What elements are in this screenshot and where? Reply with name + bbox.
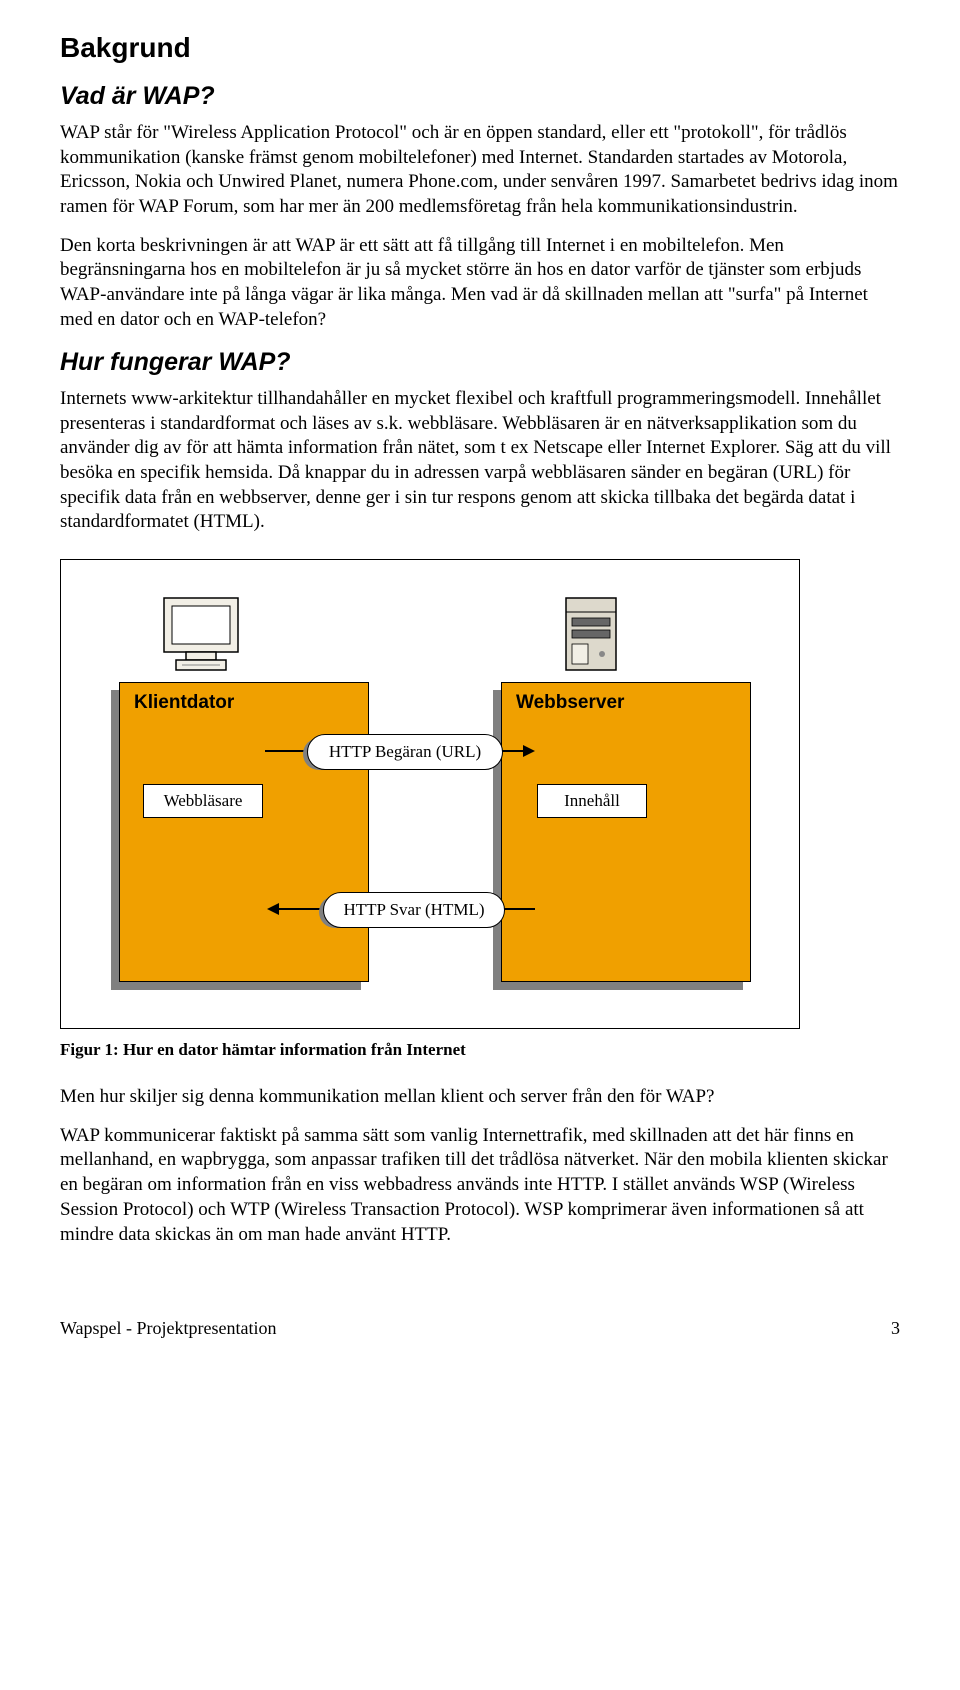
footer-title: Wapspel - Projektpresentation — [60, 1317, 277, 1340]
footer-page-number: 3 — [891, 1317, 900, 1340]
figure-caption: Figur 1: Hur en dator hämtar information… — [60, 1039, 900, 1061]
pill-request: HTTP Begäran (URL) — [307, 734, 503, 770]
panel-webbserver: Webbserver — [501, 682, 751, 982]
figure-1: Klientdator Webbläsare Webbserver Innehå… — [60, 559, 900, 1029]
heading-bakgrund: Bakgrund — [60, 30, 900, 66]
heading-hur-fungerar-wap: Hur fungerar WAP? — [60, 346, 900, 379]
arrow-request-head — [523, 745, 535, 757]
panel-klientdator: Klientdator — [119, 682, 369, 982]
heading-vad-ar-wap: Vad är WAP? — [60, 80, 900, 113]
box-innehall: Innehåll — [537, 784, 647, 818]
paragraph-intro-2: Den korta beskrivningen är att WAP är et… — [60, 234, 900, 333]
server-icon — [556, 590, 626, 680]
panel-title-klientdator: Klientdator — [120, 683, 368, 732]
page-footer: Wapspel - Projektpresentation 3 — [60, 1317, 900, 1340]
paragraph-intro-1: WAP står för "Wireless Application Proto… — [60, 121, 900, 220]
diagram-canvas: Klientdator Webbläsare Webbserver Innehå… — [60, 559, 800, 1029]
arrow-response-head — [267, 903, 279, 915]
panel-title-webbserver: Webbserver — [502, 683, 750, 732]
box-webblasare: Webbläsare — [143, 784, 263, 818]
paragraph-howitworks: Internets www-arkitektur tillhandahåller… — [60, 387, 900, 535]
paragraph-wap-comm: WAP kommunicerar faktiskt på samma sätt … — [60, 1124, 900, 1247]
pill-response: HTTP Svar (HTML) — [323, 892, 505, 928]
monitor-icon — [156, 590, 246, 680]
paragraph-question: Men hur skiljer sig denna kommunikation … — [60, 1085, 900, 1110]
